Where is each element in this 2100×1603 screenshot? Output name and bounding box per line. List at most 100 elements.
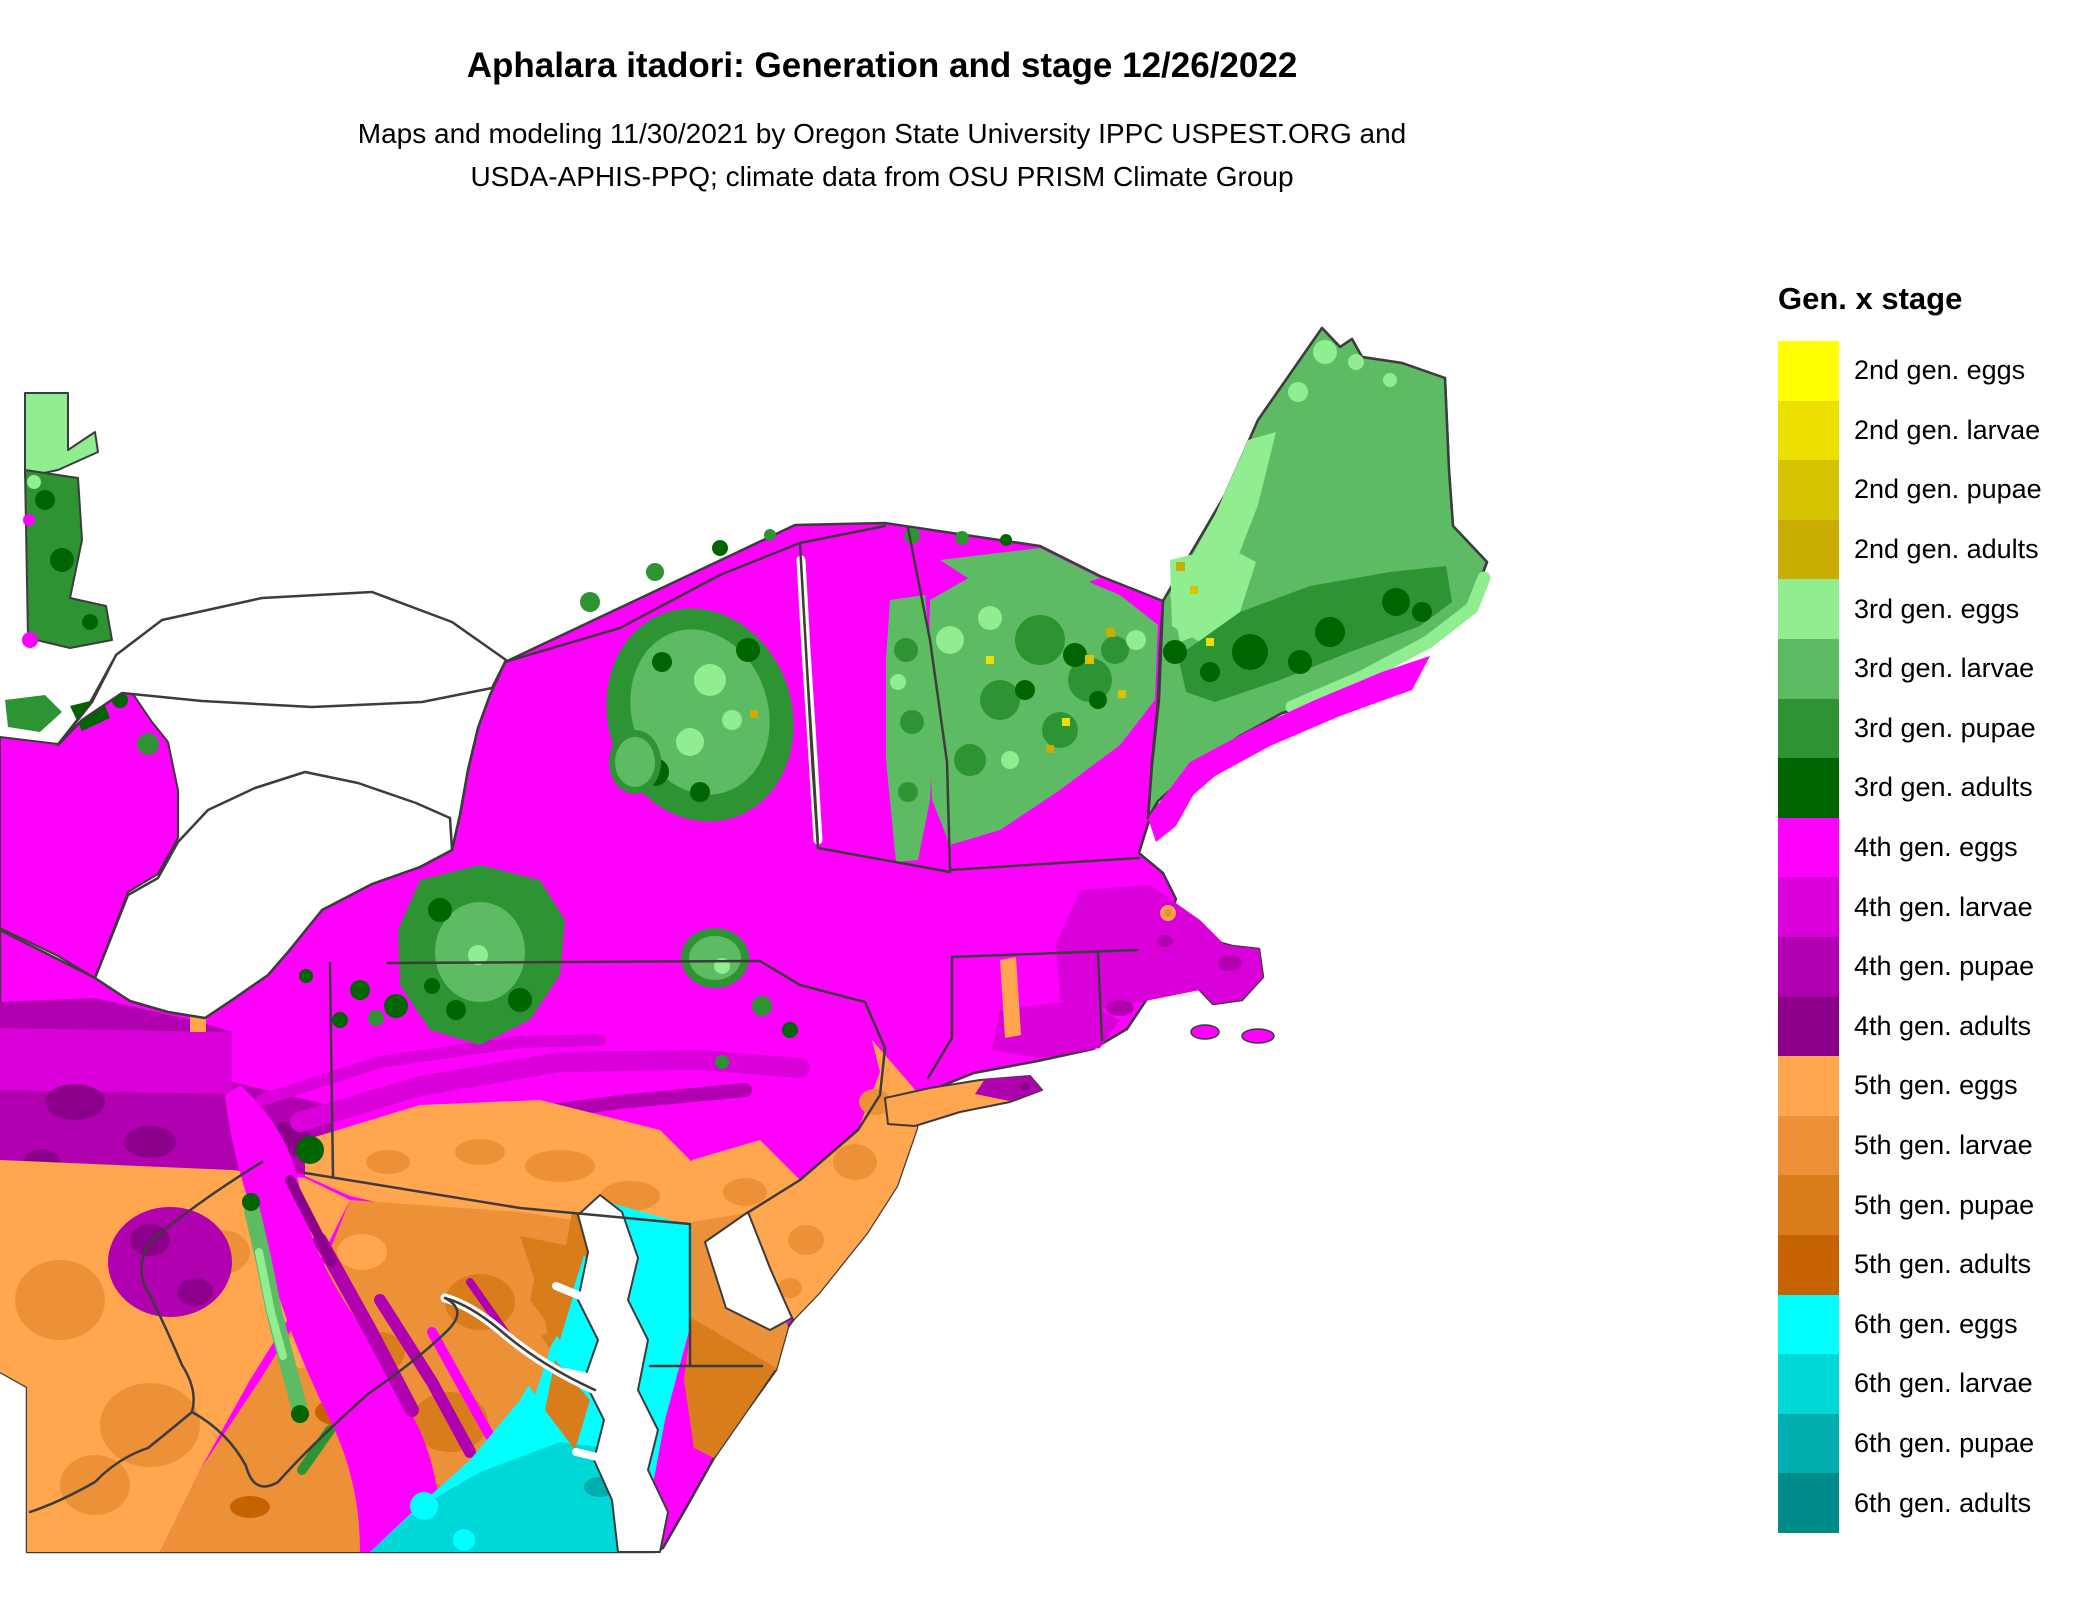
map-title: Aphalara itadori: Generation and stage 1… bbox=[466, 46, 1298, 85]
legend-item: 3rd gen. adults bbox=[1778, 758, 2098, 818]
legend-item: 2nd gen. eggs bbox=[1778, 341, 2098, 401]
legend-item: 5th gen. adults bbox=[1778, 1234, 2098, 1295]
legend-label: 4th gen. larvae bbox=[1854, 891, 2033, 922]
legend-label: 3rd gen. pupae bbox=[1854, 712, 2036, 743]
legend-label: 5th gen. eggs bbox=[1854, 1070, 2018, 1101]
legend-swatch bbox=[1778, 1413, 1839, 1474]
legend-label: 3rd gen. eggs bbox=[1854, 593, 2020, 624]
legend-item: 3rd gen. pupae bbox=[1778, 698, 2098, 759]
ny-mountain-greens bbox=[299, 608, 798, 1069]
border-me-nh bbox=[1146, 599, 1165, 820]
legend-swatch bbox=[1778, 758, 1839, 818]
legend-label: 6th gen. eggs bbox=[1854, 1308, 2018, 1339]
legend-label: 3rd gen. larvae bbox=[1854, 653, 2035, 684]
legend-item: 6th gen. adults bbox=[1778, 1473, 2098, 1533]
legend: Gen. x stage 2nd gen. eggs 2nd gen. larva… bbox=[1778, 281, 2098, 1533]
legend-swatch bbox=[1778, 1294, 1839, 1355]
subtitle-line-1: Maps and modeling 11/30/2021 by Oregon S… bbox=[357, 118, 1407, 149]
border-oh-pa bbox=[328, 961, 335, 1178]
legend-label: 5th gen. adults bbox=[1854, 1249, 2032, 1280]
border-us-canada bbox=[503, 524, 887, 664]
legend-label: 6th gen. pupae bbox=[1854, 1427, 2035, 1458]
legend-label: 3rd gen. adults bbox=[1854, 772, 2033, 803]
legend-label: 2nd gen. eggs bbox=[1854, 355, 2026, 386]
legend-item: 5th gen. pupae bbox=[1778, 1175, 2098, 1235]
legend-label: 4th gen. pupae bbox=[1854, 951, 2035, 982]
legend-swatch bbox=[1778, 1354, 1839, 1414]
bay-arm bbox=[562, 1368, 604, 1384]
marthas-vineyard bbox=[1190, 1024, 1220, 1040]
legend-item: 4th gen. pupae bbox=[1778, 936, 2098, 997]
border-niagara bbox=[450, 693, 492, 852]
appalachian-ridges bbox=[108, 1085, 527, 1552]
legend-label: 2nd gen. adults bbox=[1854, 534, 2039, 565]
legend-item: 6th gen. larvae bbox=[1778, 1354, 2098, 1414]
legend-title: Gen. x stage bbox=[1778, 281, 1963, 316]
border-ny-ct bbox=[926, 955, 954, 1080]
chesapeake-bay bbox=[577, 1194, 669, 1553]
legend-item: 5th gen. larvae bbox=[1778, 1115, 2098, 1176]
subtitle-line-2: USDA-APHIS-PPQ; climate data from OSU PR… bbox=[470, 161, 1294, 192]
legend-item: 4th gen. eggs bbox=[1778, 817, 2098, 878]
legend-swatch bbox=[1778, 460, 1839, 520]
nantucket bbox=[1241, 1028, 1275, 1044]
border-mason-dixon bbox=[303, 1171, 692, 1226]
legend-swatch bbox=[1778, 817, 1839, 878]
legend-swatch bbox=[1778, 519, 1839, 580]
legend-swatch bbox=[1778, 1115, 1839, 1176]
legend-swatch bbox=[1778, 1056, 1839, 1116]
legend-item: 2nd gen. pupae bbox=[1778, 460, 2098, 520]
legend-label: 2nd gen. pupae bbox=[1854, 474, 2042, 505]
legend-item: 2nd gen. larvae bbox=[1778, 400, 2098, 461]
legend-swatch bbox=[1778, 341, 1839, 401]
legend-swatch bbox=[1778, 579, 1839, 639]
legend-label: 4th gen. eggs bbox=[1854, 832, 2018, 863]
border-vt-nh bbox=[906, 526, 952, 872]
border-ma-north bbox=[948, 856, 1141, 872]
legend-item: 3rd gen. larvae bbox=[1778, 638, 2098, 699]
maine-region bbox=[1146, 326, 1491, 842]
border-ri-west bbox=[1096, 951, 1104, 1042]
southern-new-england bbox=[992, 885, 1263, 1058]
title-block: Aphalara itadori: Generation and stage 1… bbox=[0, 46, 1764, 198]
canada-region bbox=[0, 392, 179, 979]
border-nj-pa bbox=[745, 1000, 887, 1215]
legend-item: 2nd gen. adults bbox=[1778, 519, 2098, 580]
legend-label: 2nd gen. larvae bbox=[1854, 414, 2041, 445]
border-wv-va bbox=[190, 1296, 459, 1488]
legend-item: 6th gen. pupae bbox=[1778, 1413, 2098, 1474]
legend-item: 4th gen. adults bbox=[1778, 996, 2098, 1057]
new-jersey-region bbox=[748, 1040, 917, 1319]
great-lakes bbox=[56, 590, 508, 1020]
legend-label: 6th gen. adults bbox=[1854, 1487, 2032, 1518]
border-ny-pa bbox=[386, 959, 867, 1004]
legend-swatch bbox=[1778, 400, 1839, 461]
legend-label: 5th gen. larvae bbox=[1854, 1130, 2033, 1161]
legend-swatch bbox=[1778, 698, 1839, 759]
legend-item: 5th gen. eggs bbox=[1778, 1056, 2098, 1116]
state-borders bbox=[28, 524, 1165, 1514]
legend-item: 6th gen. eggs bbox=[1778, 1294, 2098, 1355]
potomac-border bbox=[443, 1296, 597, 1392]
map-subtitle: Maps and modeling 11/30/2021 by Oregon S… bbox=[0, 112, 1764, 198]
border-ma-south bbox=[950, 948, 1139, 959]
nh-vt-greens bbox=[580, 528, 1158, 862]
legend-label: 4th gen. adults bbox=[1854, 1010, 2032, 1041]
legend-swatch bbox=[1778, 936, 1839, 997]
legend-item: 3rd gen. eggs bbox=[1778, 579, 2098, 639]
legend-label: 6th gen. larvae bbox=[1854, 1368, 2033, 1399]
legend-swatch bbox=[1778, 877, 1839, 937]
legend-swatch bbox=[1778, 996, 1839, 1057]
islands bbox=[884, 1024, 1275, 1127]
border-ohio-river bbox=[28, 1160, 264, 1514]
legend-item: 4th gen. larvae bbox=[1778, 877, 2098, 937]
legend-swatch bbox=[1778, 1234, 1839, 1295]
legend-swatch bbox=[1778, 1473, 1839, 1533]
lake-ontario bbox=[56, 590, 508, 747]
bay-arm bbox=[552, 1282, 594, 1304]
legend-swatch bbox=[1778, 638, 1839, 699]
legend-rows: 2nd gen. eggs 2nd gen. larvae 2nd gen. pup… bbox=[1778, 341, 2098, 1533]
legend-swatch bbox=[1778, 1175, 1839, 1235]
bay-arm bbox=[572, 1448, 614, 1464]
